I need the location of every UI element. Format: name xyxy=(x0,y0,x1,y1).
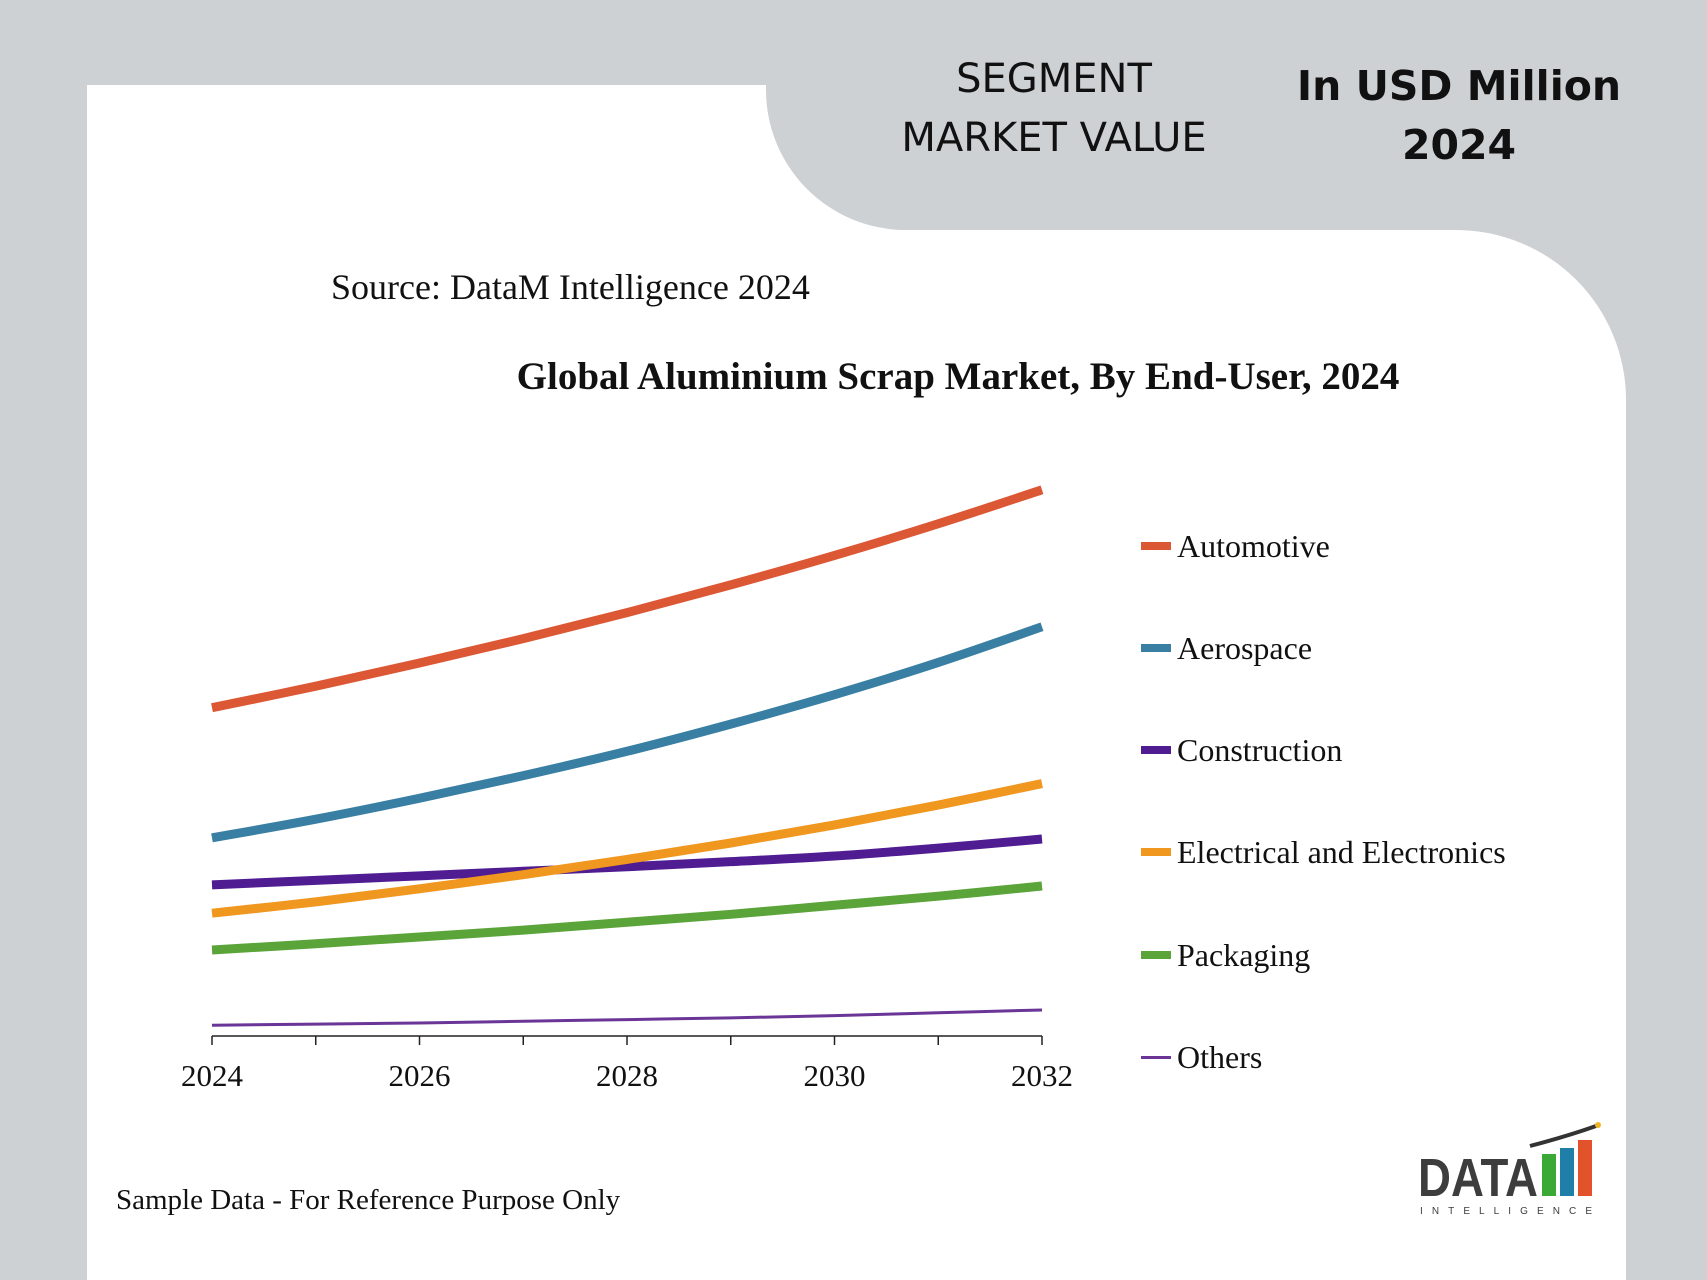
panel-background xyxy=(87,230,1626,1280)
logo-bar-blue xyxy=(1560,1148,1574,1196)
source-text: Source: DataM Intelligence 2024 xyxy=(331,267,810,307)
series-line-others xyxy=(211,1008,1043,1027)
unit-label: In USD Million xyxy=(1296,62,1622,110)
logo-star xyxy=(1595,1122,1601,1128)
footer-note: Sample Data - For Reference Purpose Only xyxy=(116,1184,621,1216)
legend-item: Construction xyxy=(1141,730,1342,770)
datam-intelligence-logo: DATA INTELLIGENCE xyxy=(1418,1122,1601,1217)
x-tick-label: 2028 xyxy=(596,1058,658,1093)
legend-label: Automotive xyxy=(1177,527,1330,564)
legend-item: Automotive xyxy=(1141,526,1330,566)
legend-swatch xyxy=(1141,644,1171,652)
x-tick-label: 2030 xyxy=(804,1058,866,1093)
legend-swatch xyxy=(1141,848,1171,856)
series-line-packaging xyxy=(211,881,1043,955)
logo-swoosh xyxy=(1529,1124,1597,1148)
legend-label: Aerospace xyxy=(1177,629,1313,666)
series-line-construction xyxy=(211,834,1043,890)
legend-label: Others xyxy=(1177,1038,1263,1075)
segment-label: SEGMENT xyxy=(956,56,1152,102)
year-label: 2024 xyxy=(1401,121,1517,169)
logo-text: DATA xyxy=(1418,1148,1538,1208)
legend-swatch xyxy=(1141,951,1171,959)
legend-swatch xyxy=(1141,746,1171,754)
x-tick-label: 2024 xyxy=(181,1058,244,1093)
chart-title: Global Aluminium Scrap Market, By End-Us… xyxy=(516,355,1400,398)
series-line-aerospace xyxy=(211,622,1044,843)
series-line-automotive xyxy=(211,485,1044,713)
logo-bar-green xyxy=(1542,1154,1556,1196)
market-value-label: MARKET VALUE xyxy=(901,115,1207,161)
legend-item: Others xyxy=(1141,1037,1262,1077)
x-tick-label: 2032 xyxy=(1011,1058,1073,1093)
series-line-electrical-and-electronics xyxy=(211,779,1043,918)
legend-item: Packaging xyxy=(1141,935,1310,975)
legend-label: Construction xyxy=(1177,731,1343,768)
x-tick-label: 2026 xyxy=(389,1058,451,1093)
legend-swatch xyxy=(1141,542,1171,550)
legend-label: Packaging xyxy=(1177,936,1311,973)
legend-swatch xyxy=(1141,1055,1171,1059)
logo-bar-red xyxy=(1578,1140,1592,1196)
header-bubble xyxy=(766,0,1707,230)
legend-item: Aerospace xyxy=(1141,628,1312,668)
legend-label: Electrical and Electronics xyxy=(1177,833,1506,870)
legend-item: Electrical and Electronics xyxy=(1141,832,1506,872)
